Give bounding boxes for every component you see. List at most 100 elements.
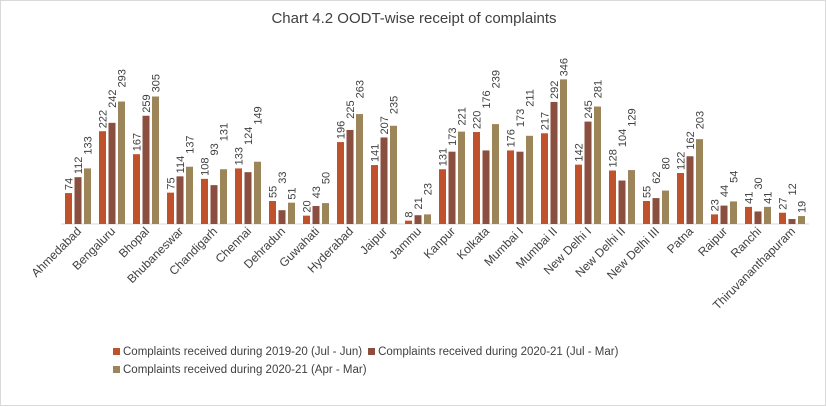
- data-label: 108: [200, 157, 212, 175]
- data-label: 19: [797, 201, 809, 213]
- bar: [405, 220, 412, 224]
- data-label: 292: [549, 81, 561, 99]
- data-label: 93: [209, 143, 221, 155]
- data-label: 293: [117, 69, 129, 87]
- bar: [677, 173, 684, 224]
- bar: [643, 201, 650, 224]
- bar: [210, 185, 218, 224]
- data-label: 41: [744, 192, 756, 204]
- bar: [337, 142, 344, 224]
- bar: [541, 133, 548, 224]
- bar: [390, 125, 397, 224]
- bar: [186, 166, 193, 224]
- legend: Complaints received during 2019-20 (Jul …: [113, 346, 753, 382]
- bar: [142, 115, 150, 224]
- bar: [380, 137, 388, 224]
- bar: [278, 210, 286, 224]
- data-label: 124: [243, 127, 255, 145]
- bar: [594, 106, 601, 224]
- data-label: 8: [404, 212, 416, 218]
- data-label: 55: [642, 186, 654, 198]
- bar: [686, 156, 694, 224]
- data-label: 281: [593, 80, 605, 98]
- legend-swatch: [113, 366, 120, 374]
- data-label: 43: [311, 186, 323, 198]
- data-label: 305: [151, 74, 163, 92]
- data-label: 114: [175, 156, 187, 174]
- data-label: 50: [321, 172, 333, 184]
- data-label: 75: [166, 177, 178, 189]
- bar: [99, 131, 106, 224]
- data-label: 44: [719, 185, 731, 197]
- bar: [618, 180, 626, 224]
- bar: [526, 135, 533, 224]
- legend-label: Complaints received during 2019-20 (Jul …: [123, 346, 363, 358]
- data-label: 30: [753, 177, 765, 189]
- bar: [220, 169, 227, 224]
- data-label: 203: [695, 111, 707, 129]
- data-label: 27: [778, 197, 790, 209]
- data-label: 239: [491, 70, 503, 88]
- x-tick-label: Patna: [664, 224, 696, 256]
- bar: [303, 215, 310, 224]
- bar: [424, 214, 431, 224]
- bar: [492, 124, 499, 224]
- bar: [575, 164, 582, 224]
- data-label: 217: [540, 112, 552, 130]
- bar: [448, 151, 456, 224]
- bar: [108, 122, 116, 224]
- bar: [516, 151, 524, 224]
- bar: [662, 190, 669, 224]
- bar: [798, 216, 805, 224]
- bar: [609, 170, 616, 224]
- bar: [779, 212, 786, 224]
- bar: [254, 161, 261, 224]
- legend-item: Complaints received during 2019-20 (Jul …: [113, 346, 362, 358]
- bar: [711, 214, 718, 224]
- x-tick-label: Jaipur: [357, 224, 390, 257]
- data-label: 225: [345, 100, 357, 118]
- bar: [235, 168, 242, 224]
- bar: [652, 198, 660, 224]
- bar: [458, 131, 465, 224]
- legend-item: Complaints received during 2020-21 (Apr …: [113, 364, 367, 376]
- data-label: 211: [525, 89, 537, 107]
- data-label: 142: [574, 143, 586, 161]
- data-label: 222: [98, 110, 110, 128]
- bar: [560, 79, 567, 224]
- data-label: 104: [617, 129, 629, 147]
- data-label: 128: [608, 149, 620, 167]
- data-label: 23: [423, 183, 435, 195]
- data-label: 12: [787, 183, 799, 195]
- bar: [584, 121, 592, 224]
- bar: [720, 205, 728, 224]
- data-label: 112: [73, 157, 85, 175]
- legend-item: Complaints received during 2020-21 (Jul …: [368, 346, 618, 358]
- data-label: 149: [253, 106, 265, 124]
- data-label: 162: [685, 131, 697, 149]
- bar: [201, 178, 208, 224]
- legend-swatch: [113, 348, 120, 356]
- x-tick-label: Jammu: [386, 224, 424, 262]
- bar: [167, 192, 174, 224]
- bar: [550, 101, 558, 224]
- bar: [152, 96, 159, 224]
- data-label: 167: [132, 133, 144, 151]
- data-label: 176: [506, 129, 518, 147]
- data-label: 80: [661, 157, 673, 169]
- legend-label: Complaints received during 2020-21 (Apr …: [123, 364, 367, 376]
- bar: [84, 168, 91, 224]
- data-label: 176: [481, 90, 493, 108]
- bar: [133, 154, 140, 224]
- data-label: 235: [389, 96, 401, 114]
- legend-label: Complaints received during 2020-21 (Jul …: [378, 346, 619, 358]
- x-tick-label: Raipur: [695, 224, 730, 259]
- bar: [730, 201, 737, 224]
- data-label: 133: [83, 136, 95, 154]
- legend-swatch: [368, 348, 376, 356]
- data-label: 74: [64, 178, 76, 190]
- bar: [322, 203, 329, 224]
- bar: [312, 206, 320, 224]
- bar: [507, 150, 514, 224]
